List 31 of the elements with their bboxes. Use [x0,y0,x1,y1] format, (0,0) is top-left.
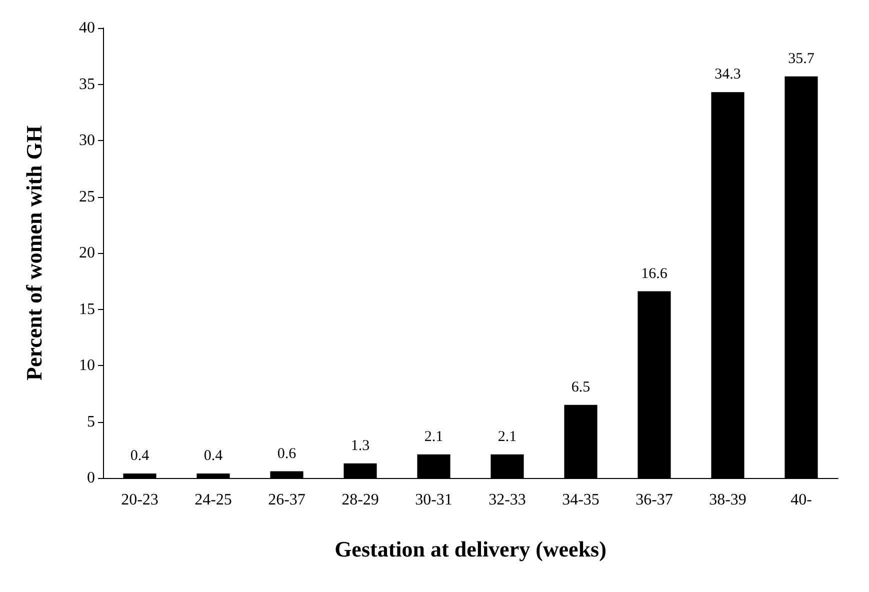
data-label: 0.6 [277,446,297,462]
y-tick-label: 10 [79,357,95,374]
x-tick-label: 38-39 [709,492,746,508]
data-label: 34.3 [714,66,741,83]
y-tick-label: 25 [79,188,95,206]
y-tick-label: 5 [87,413,95,430]
x-tick-label: 30-31 [415,492,452,508]
data-label: 16.6 [641,266,668,282]
x-tick-label: 34-35 [562,492,600,508]
y-tick-label: 15 [79,300,95,318]
data-label: 0.4 [204,448,224,464]
y-tick-label: 30 [79,132,95,149]
data-label: 6.5 [571,379,590,396]
x-tick-label: 28-29 [342,492,379,508]
data-label: 2.1 [498,428,517,445]
data-label: 1.3 [350,438,370,454]
x-tick-label: 20-23 [121,492,158,508]
data-label: 0.4 [130,448,150,464]
x-tick-label: 36-37 [636,492,673,508]
x-tick-label: 40- [790,492,812,508]
y-tick-label: 0 [87,470,95,486]
y-tick-label: 35 [79,76,95,93]
x-tick-label: 32-33 [488,492,526,508]
data-label: 2.1 [424,428,444,445]
data-label: 35.7 [788,50,815,67]
y-tick-label: 20 [79,244,95,262]
x-axis-title: Gestation at delivery (weeks) [334,536,606,562]
x-tick-label: 26-37 [268,492,306,508]
y-axis-title: Percent of women with GH [22,126,46,380]
x-tick-label: 24-25 [194,492,232,508]
y-tick-label: 40 [79,20,95,36]
